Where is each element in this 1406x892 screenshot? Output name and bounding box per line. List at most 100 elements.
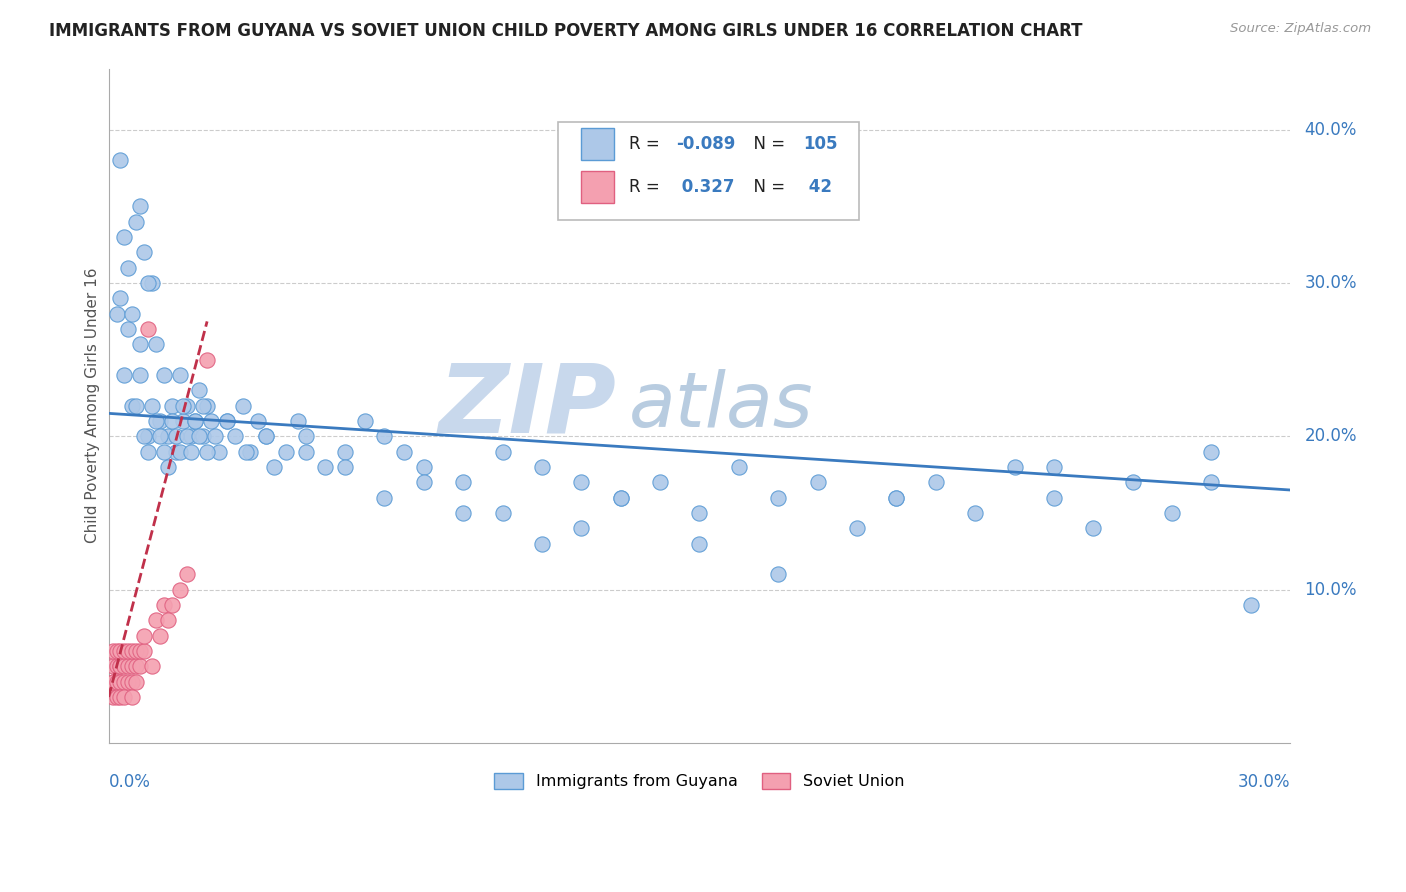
Text: 0.0%: 0.0% — [108, 773, 150, 791]
Point — [152, 444, 174, 458]
Point — [117, 659, 139, 673]
Point — [160, 414, 183, 428]
Point — [688, 506, 710, 520]
Point — [208, 444, 231, 458]
Point — [156, 429, 179, 443]
Point — [412, 460, 434, 475]
Point — [129, 659, 152, 673]
Y-axis label: Child Poverty Among Girls Under 16: Child Poverty Among Girls Under 16 — [86, 268, 100, 543]
Point — [129, 368, 152, 382]
Point — [353, 414, 375, 428]
Text: 42: 42 — [803, 178, 832, 196]
Legend: Immigrants from Guyana, Soviet Union: Immigrants from Guyana, Soviet Union — [488, 766, 911, 796]
Point — [145, 613, 167, 627]
Point — [247, 414, 270, 428]
Point — [373, 491, 395, 505]
Point — [136, 429, 159, 443]
Point — [125, 215, 148, 229]
Point — [1161, 506, 1184, 520]
Point — [112, 230, 135, 244]
Point — [215, 414, 238, 428]
Point — [530, 460, 553, 475]
Point — [105, 644, 128, 658]
Point — [110, 644, 132, 658]
Point — [121, 644, 143, 658]
Point — [1122, 475, 1144, 490]
Point — [1043, 460, 1066, 475]
Point — [136, 276, 159, 290]
Point — [141, 276, 163, 290]
Point — [169, 368, 191, 382]
Point — [112, 690, 135, 704]
Point — [314, 460, 336, 475]
Point — [294, 429, 316, 443]
Point — [184, 414, 207, 428]
Point — [451, 506, 474, 520]
FancyBboxPatch shape — [558, 122, 859, 220]
Point — [121, 674, 143, 689]
Point — [195, 352, 218, 367]
Text: 10.0%: 10.0% — [1305, 581, 1357, 599]
Point — [688, 536, 710, 550]
Point — [121, 399, 143, 413]
Point — [1004, 460, 1026, 475]
Text: -0.089: -0.089 — [676, 136, 735, 153]
FancyBboxPatch shape — [581, 128, 614, 161]
Point — [121, 690, 143, 704]
Text: 40.0%: 40.0% — [1305, 120, 1357, 139]
Point — [609, 491, 631, 505]
Text: 20.0%: 20.0% — [1305, 427, 1357, 445]
Text: 105: 105 — [803, 136, 838, 153]
Point — [141, 659, 163, 673]
Point — [110, 674, 132, 689]
Point — [373, 429, 395, 443]
Text: R =: R = — [628, 178, 665, 196]
Point — [176, 567, 198, 582]
Point — [117, 260, 139, 275]
Point — [609, 491, 631, 505]
Point — [204, 429, 226, 443]
Point — [101, 659, 124, 673]
Point — [263, 460, 285, 475]
Point — [491, 444, 513, 458]
Point — [117, 644, 139, 658]
Point — [112, 659, 135, 673]
Text: ZIP: ZIP — [439, 359, 617, 452]
Point — [110, 153, 132, 168]
Point — [925, 475, 948, 490]
Point — [239, 444, 262, 458]
Text: R =: R = — [628, 136, 665, 153]
Point — [169, 582, 191, 597]
Point — [101, 674, 124, 689]
Point — [727, 460, 749, 475]
Point — [451, 475, 474, 490]
Point — [156, 613, 179, 627]
Point — [110, 292, 132, 306]
Point — [287, 414, 309, 428]
Point — [224, 429, 246, 443]
Point — [156, 460, 179, 475]
Point — [132, 429, 155, 443]
Point — [886, 491, 908, 505]
Point — [132, 245, 155, 260]
Point — [191, 429, 214, 443]
Point — [149, 414, 172, 428]
Point — [965, 506, 987, 520]
Point — [101, 690, 124, 704]
Point — [886, 491, 908, 505]
Point — [112, 644, 135, 658]
Point — [132, 644, 155, 658]
Point — [152, 598, 174, 612]
Point — [294, 444, 316, 458]
Point — [274, 444, 297, 458]
Point — [1083, 521, 1105, 535]
Text: Source: ZipAtlas.com: Source: ZipAtlas.com — [1230, 22, 1371, 36]
Point — [1043, 491, 1066, 505]
Point — [180, 444, 202, 458]
Text: N =: N = — [744, 178, 790, 196]
Point — [121, 307, 143, 321]
Point — [569, 475, 592, 490]
Point — [235, 444, 257, 458]
Point — [125, 659, 148, 673]
Point — [132, 629, 155, 643]
